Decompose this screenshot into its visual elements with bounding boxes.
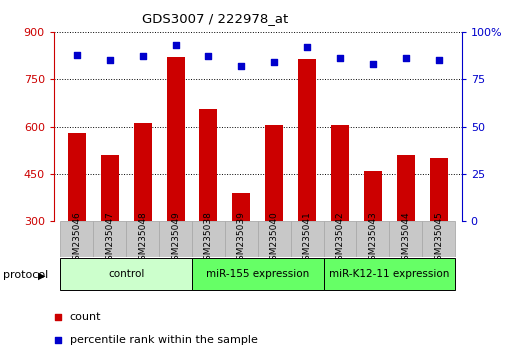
Point [106, 57, 114, 63]
Text: GSM235049: GSM235049 [171, 211, 180, 266]
Bar [324, 258, 455, 290]
Text: percentile rank within the sample: percentile rank within the sample [70, 335, 258, 346]
Bar [93, 221, 126, 257]
Point [139, 54, 147, 59]
Text: GSM235048: GSM235048 [138, 211, 147, 266]
Bar [192, 258, 324, 290]
Bar [265, 125, 283, 221]
Text: GSM235044: GSM235044 [401, 211, 410, 266]
Text: ▶: ▶ [37, 270, 45, 280]
Point [171, 42, 180, 48]
Bar [324, 221, 357, 257]
Text: GSM235042: GSM235042 [336, 211, 345, 266]
Text: protocol: protocol [3, 270, 48, 280]
Bar [429, 158, 448, 221]
Text: miR-155 expression: miR-155 expression [206, 269, 309, 279]
Point [320, 233, 328, 238]
Text: GSM235039: GSM235039 [237, 211, 246, 266]
Text: miR-K12-11 expression: miR-K12-11 expression [329, 269, 449, 279]
Point [336, 56, 344, 61]
Bar [258, 221, 291, 257]
Bar [331, 125, 349, 221]
Point [369, 61, 377, 67]
Bar [291, 221, 324, 257]
Text: GSM235040: GSM235040 [270, 211, 279, 266]
Bar [159, 221, 192, 257]
Point [402, 56, 410, 61]
Bar [101, 155, 119, 221]
Bar [61, 221, 93, 257]
Text: GSM235047: GSM235047 [105, 211, 114, 266]
Bar [68, 133, 86, 221]
Text: GSM235043: GSM235043 [368, 211, 378, 266]
Text: GSM235046: GSM235046 [72, 211, 82, 266]
Point [204, 54, 212, 59]
Point [320, 23, 328, 29]
Bar [192, 221, 225, 257]
Point [303, 44, 311, 50]
Point [270, 59, 279, 65]
Bar [397, 155, 415, 221]
Bar [357, 221, 389, 257]
Bar [389, 221, 422, 257]
Bar [61, 258, 192, 290]
Point [73, 52, 81, 57]
Bar [200, 109, 218, 221]
Bar [126, 221, 159, 257]
Bar [232, 193, 250, 221]
Bar [133, 124, 152, 221]
Bar [225, 221, 258, 257]
Text: control: control [108, 269, 145, 279]
Point [237, 63, 245, 69]
Bar [167, 57, 185, 221]
Text: count: count [70, 312, 102, 322]
Point [435, 57, 443, 63]
Bar [422, 221, 455, 257]
Bar [364, 171, 382, 221]
Text: GSM235045: GSM235045 [434, 211, 443, 266]
Text: GSM235038: GSM235038 [204, 211, 213, 266]
Text: GDS3007 / 222978_at: GDS3007 / 222978_at [142, 12, 289, 25]
Bar [298, 59, 316, 221]
Text: GSM235041: GSM235041 [303, 211, 311, 266]
